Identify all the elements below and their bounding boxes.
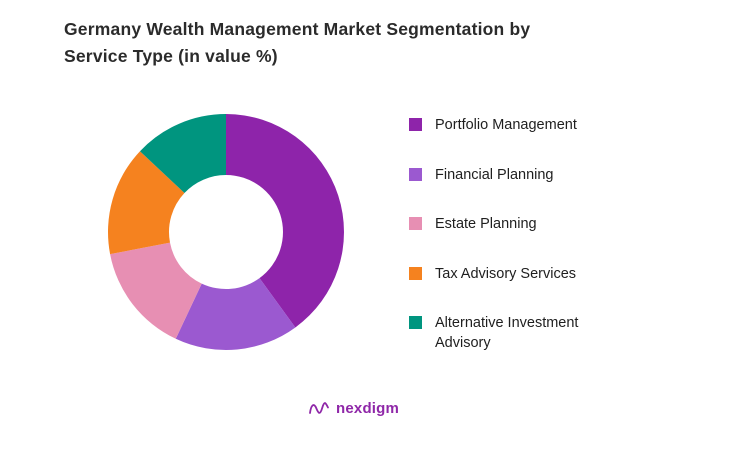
- legend-label: Alternative Investment Advisory: [435, 315, 579, 351]
- donut-segment-estate-planning: [110, 242, 202, 339]
- legend-label: Estate Planning: [435, 216, 537, 233]
- chart-legend: Portfolio Management Financial Planning …: [409, 116, 615, 353]
- legend-label: Financial Planning: [435, 166, 554, 183]
- donut-chart-svg: [107, 113, 344, 350]
- chart-title-line-1: Germany Wealth Management Market Segment…: [64, 19, 531, 39]
- legend-swatch-alternative-investment-advisory: [409, 316, 422, 330]
- legend-label: Portfolio Management: [435, 117, 577, 133]
- donut-chart: [106, 112, 346, 352]
- nexdigm-wave-icon: [309, 402, 329, 414]
- donut-segment-portfolio-management: [226, 114, 344, 328]
- brand-name: nexdigm: [336, 399, 400, 417]
- legend-swatch-tax-advisory-services: [409, 266, 422, 280]
- chart-title: Germany Wealth Management Market Segment…: [64, 16, 644, 70]
- legend-swatch-financial-planning: [409, 167, 422, 181]
- legend-item: Portfolio Management: [409, 116, 615, 136]
- chart-title-line-2: Service Type (in value %): [64, 46, 278, 67]
- legend-item: Alternative Investment Advisory: [409, 314, 615, 353]
- legend-label: Tax Advisory Services: [435, 265, 577, 282]
- donut-segment-financial-planning: [175, 278, 296, 350]
- donut-segment-alternative-investment-advisory: [139, 113, 226, 193]
- legend-item: Tax Advisory Services: [409, 265, 615, 285]
- legend-item: Financial Planning: [409, 166, 615, 186]
- brand-logo: nexdigm: [308, 398, 399, 418]
- donut-segment-tax-advisory-services: [107, 151, 185, 255]
- legend-swatch-estate-planning: [409, 217, 422, 231]
- legend-item: Estate Planning: [409, 215, 615, 235]
- legend-swatch-portfolio-management: [409, 118, 422, 131]
